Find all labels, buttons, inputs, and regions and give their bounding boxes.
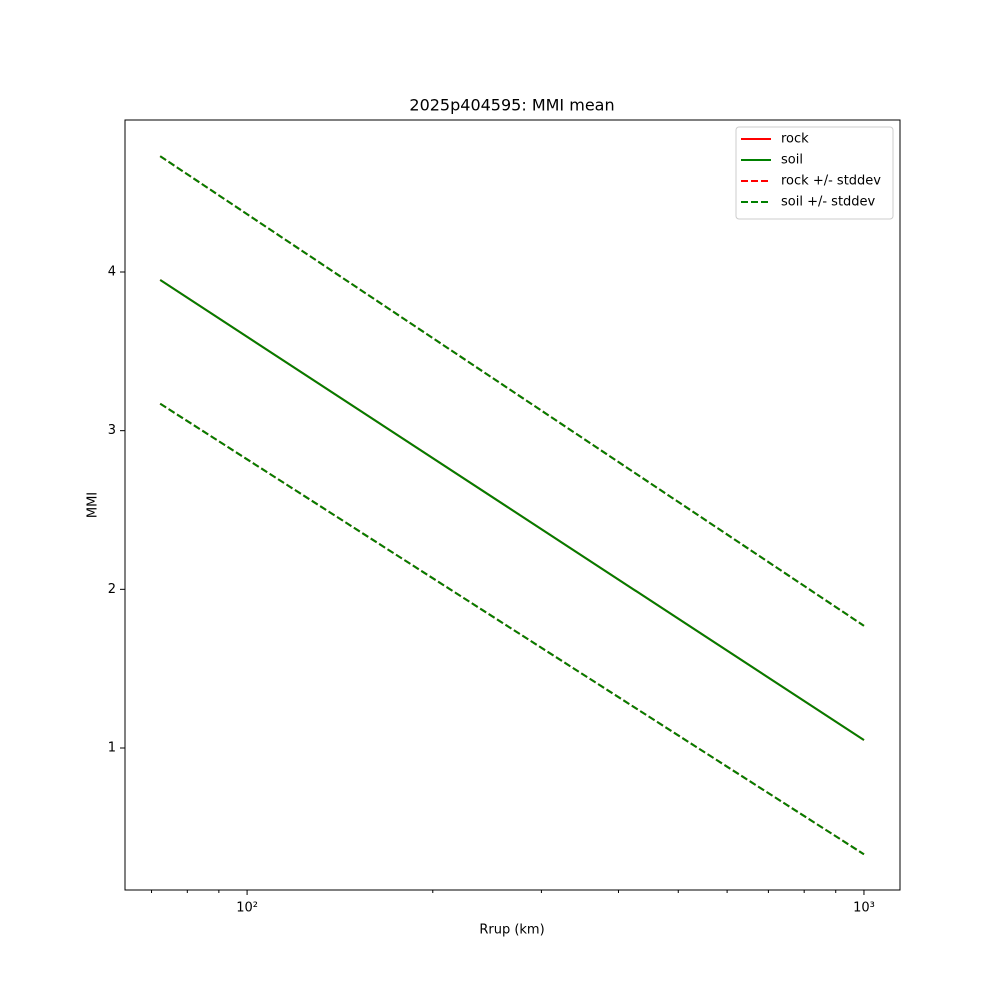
y-tick-label: 4 xyxy=(108,265,116,280)
x-tick-label: 10² xyxy=(236,901,258,916)
plot-frame xyxy=(124,119,901,891)
y-tick-label: 1 xyxy=(108,740,116,755)
legend-label: rock xyxy=(781,132,809,147)
line xyxy=(159,155,865,627)
y-tick-label: 3 xyxy=(108,423,116,438)
y-tick-label: 2 xyxy=(108,582,116,597)
legend-box xyxy=(735,126,894,220)
legend-label: soil +/- stddev xyxy=(781,195,876,210)
x-axis-label: Rrup (km) xyxy=(479,923,544,938)
y-axis-label: MMI xyxy=(86,492,101,518)
legend-label: soil xyxy=(781,153,803,168)
line xyxy=(159,402,865,856)
legend-label: rock +/- stddev xyxy=(781,174,881,189)
x-tick-label: 10³ xyxy=(853,901,875,916)
chart-title: 2025p404595: MMI mean xyxy=(409,96,614,115)
line xyxy=(159,279,865,741)
